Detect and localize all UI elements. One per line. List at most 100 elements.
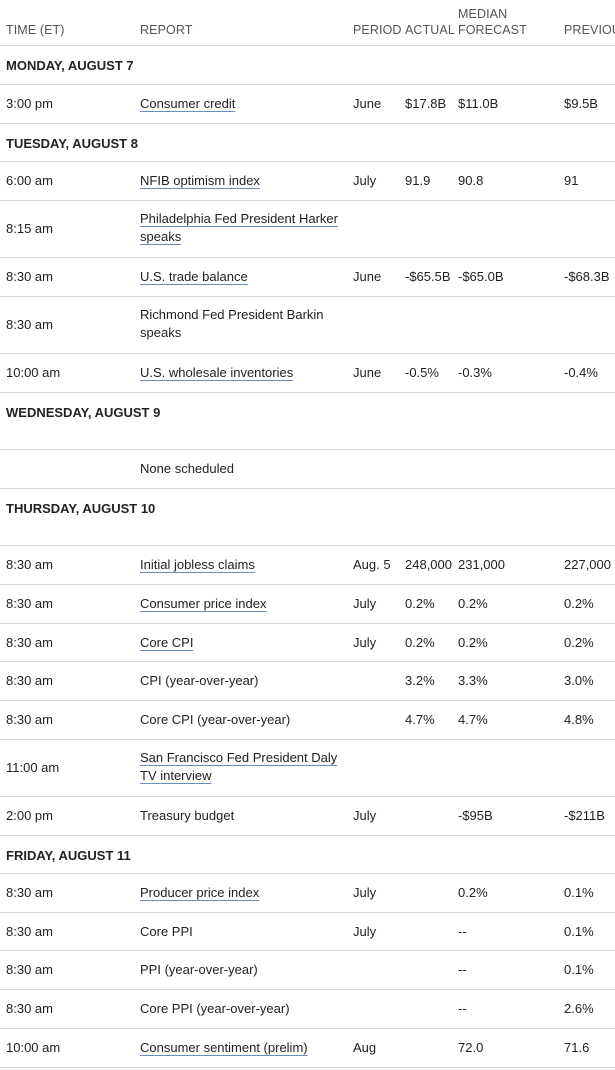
table-row: 8:30 am Consumer price index July 0.2% 0.2% 0… xyxy=(0,585,615,624)
period-cell: July xyxy=(353,173,377,188)
table-body: MONDAY, AUGUST 7 3:00 pm Consumer credit Ju… xyxy=(0,46,615,1068)
table-row: 8:30 am Richmond Fed President Barkin spe… xyxy=(0,297,615,354)
median-cell: 231,000 xyxy=(458,557,505,572)
report-link[interactable]: U.S. trade balance xyxy=(140,269,248,284)
actual-cell: -0.5% xyxy=(405,365,439,380)
report-link[interactable]: San Francisco Fed President Daly TV inte… xyxy=(140,750,338,783)
previous-cell: 71.6 xyxy=(564,1040,590,1055)
period-cell: July xyxy=(353,808,377,823)
day-label: WEDNESDAY, AUGUST 9 xyxy=(6,405,161,420)
report-cell: Core PPI (year-over-year) xyxy=(140,1001,290,1016)
table-row: 8:30 am Initial jobless claims Aug. 5 248,0… xyxy=(0,546,615,585)
report-link[interactable]: NFIB optimism index xyxy=(140,173,260,188)
report-link[interactable]: Consumer price index xyxy=(140,596,267,611)
header-median: MEDIAN xyxy=(458,7,508,21)
previous-cell: 0.2% xyxy=(564,635,594,650)
header-period: PERIOD xyxy=(353,23,402,37)
time-cell: 8:30 am xyxy=(6,596,53,611)
period-cell: June xyxy=(353,96,382,111)
median-cell: -$95B xyxy=(458,808,493,823)
header-report: REPORT xyxy=(140,23,193,37)
median-cell: 0.2% xyxy=(458,885,488,900)
previous-cell: 0.1% xyxy=(564,924,594,939)
previous-cell: 227,000 xyxy=(564,557,611,572)
table-row: 8:30 am Producer price index July 0.2% 0.1% xyxy=(0,874,615,913)
report-link[interactable]: Consumer credit xyxy=(140,96,236,111)
table-row: 8:15 am Philadelphia Fed President Harker… xyxy=(0,201,615,258)
report-cell: Core CPI (year-over-year) xyxy=(140,712,291,727)
day-header-row: MONDAY, AUGUST 7 xyxy=(0,46,615,85)
period-cell: Aug. 5 xyxy=(353,557,391,572)
report-cell: PPI (year-over-year) xyxy=(140,962,258,977)
day-header-row: FRIDAY, AUGUST 11 xyxy=(0,836,615,874)
table-row: 10:00 am Consumer sentiment (prelim) Aug 72… xyxy=(0,1029,615,1068)
header-forecast: FORECAST xyxy=(458,23,527,37)
table-row: 8:30 am CPI (year-over-year) 3.2% 3.3% 3.0% xyxy=(0,662,615,701)
previous-cell: 3.0% xyxy=(564,673,594,688)
period-cell: June xyxy=(353,365,382,380)
report-link[interactable]: U.S. wholesale inventories xyxy=(140,365,294,380)
previous-cell: 4.8% xyxy=(564,712,594,727)
actual-cell: $17.8B xyxy=(405,96,447,111)
period-cell: Aug xyxy=(353,1040,377,1055)
previous-cell: 91 xyxy=(564,173,579,188)
median-cell: -0.3% xyxy=(458,365,492,380)
median-cell: 72.0 xyxy=(458,1040,484,1055)
period-cell: June xyxy=(353,269,382,284)
actual-cell: 91.9 xyxy=(405,173,431,188)
previous-cell: 0.1% xyxy=(564,962,594,977)
period-cell: July xyxy=(353,635,377,650)
report-cell: Core PPI xyxy=(140,924,193,939)
previous-cell: $9.5B xyxy=(564,96,598,111)
table-row: 8:30 am Core CPI (year-over-year) 4.7% 4.7%… xyxy=(0,701,615,740)
time-cell: 8:30 am xyxy=(6,557,53,572)
day-label: TUESDAY, AUGUST 8 xyxy=(6,136,138,151)
median-cell: -- xyxy=(458,962,467,977)
median-cell: $11.0B xyxy=(458,96,499,111)
actual-cell: -$65.5B xyxy=(405,269,451,284)
time-cell: 8:30 am xyxy=(6,924,53,939)
time-cell: 8:30 am xyxy=(6,635,53,650)
day-header-row: THURSDAY, AUGUST 10 xyxy=(0,489,615,546)
actual-cell: 3.2% xyxy=(405,673,435,688)
report-link[interactable]: Consumer sentiment (prelim) xyxy=(140,1040,308,1055)
previous-cell: 0.1% xyxy=(564,885,594,900)
actual-cell: 4.7% xyxy=(405,712,435,727)
actual-cell: 248,000 xyxy=(405,557,452,572)
actual-cell: 0.2% xyxy=(405,635,435,650)
previous-cell: 0.2% xyxy=(564,596,594,611)
report-cell: CPI (year-over-year) xyxy=(140,673,259,688)
time-cell: 8:30 am xyxy=(6,1001,53,1016)
report-cell: None scheduled xyxy=(140,461,234,476)
report-link[interactable]: Philadelphia Fed President Harker speaks xyxy=(140,211,338,244)
header-previous: PREVIOU xyxy=(564,23,615,37)
period-cell: July xyxy=(353,924,377,939)
time-cell: 8:30 am xyxy=(6,962,53,977)
table-row: 11:00 am San Francisco Fed President Daly… xyxy=(0,740,615,797)
day-label: FRIDAY, AUGUST 11 xyxy=(6,848,131,863)
day-label: THURSDAY, AUGUST 10 xyxy=(6,501,156,516)
header-actual: ACTUAL xyxy=(405,23,455,37)
time-cell: 11:00 am xyxy=(6,760,60,775)
report-cell: Richmond Fed President Barkin speaks xyxy=(140,307,324,340)
table-row: 8:30 am Core CPI July 0.2% 0.2% 0.2% xyxy=(0,624,615,662)
report-link[interactable]: Producer price index xyxy=(140,885,260,900)
median-cell: 4.7% xyxy=(458,712,488,727)
period-cell: July xyxy=(353,885,377,900)
time-cell: 8:30 am xyxy=(6,673,53,688)
day-header-row: WEDNESDAY, AUGUST 9 xyxy=(0,393,615,450)
time-cell: 6:00 am xyxy=(6,173,53,188)
period-cell: July xyxy=(353,596,377,611)
report-link[interactable]: Core CPI xyxy=(140,635,194,650)
previous-cell: -0.4% xyxy=(564,365,598,380)
report-link[interactable]: Initial jobless claims xyxy=(140,557,255,572)
median-cell: 0.2% xyxy=(458,635,488,650)
previous-cell: -$211B xyxy=(564,808,605,823)
time-cell: 8:30 am xyxy=(6,712,53,727)
actual-cell: 0.2% xyxy=(405,596,435,611)
table-row: 3:00 pm Consumer credit June $17.8B $11.0B $9… xyxy=(0,85,615,124)
time-cell: 8:30 am xyxy=(6,317,53,332)
header-time: TIME (ET) xyxy=(6,23,65,37)
time-cell: 2:00 pm xyxy=(6,808,53,823)
